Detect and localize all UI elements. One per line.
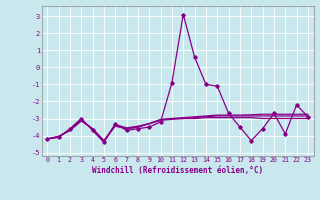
X-axis label: Windchill (Refroidissement éolien,°C): Windchill (Refroidissement éolien,°C) bbox=[92, 166, 263, 175]
